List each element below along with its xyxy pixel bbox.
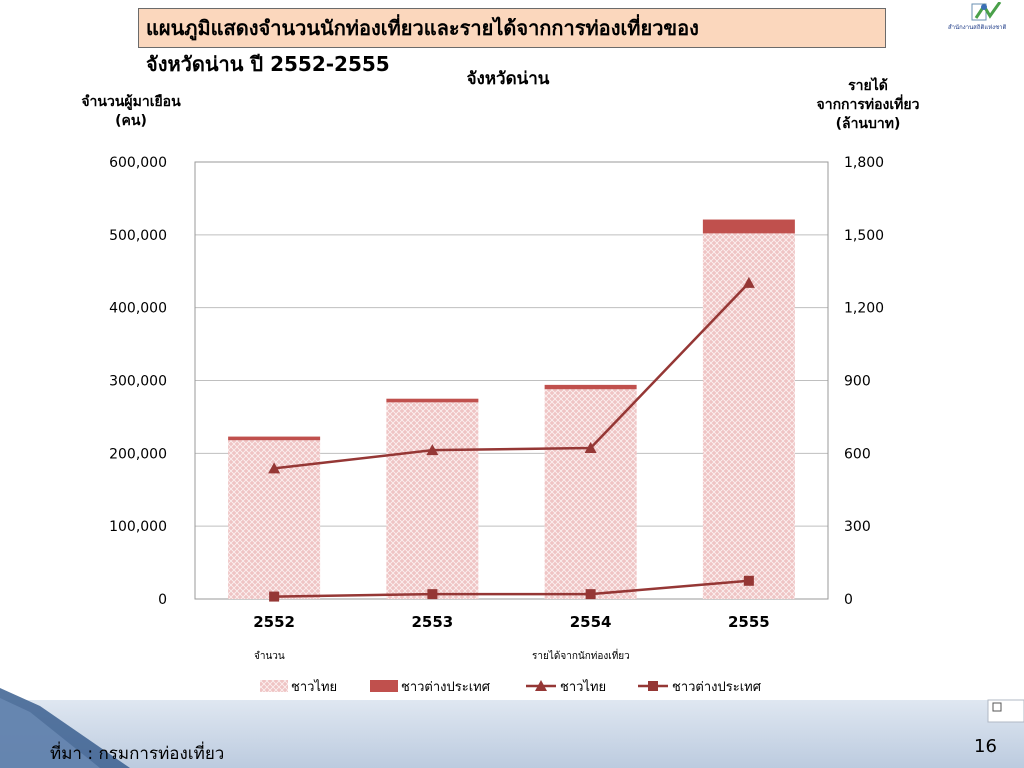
- bar-foreign-visitors: [702, 219, 795, 234]
- y-left-tick-label: 100,000: [109, 519, 167, 535]
- y-left-axis-label: (คน): [115, 113, 147, 129]
- legend-label: ชาวต่างประเทศ: [672, 680, 762, 695]
- y-left-tick-label: 400,000: [109, 301, 167, 317]
- legend-label: ชาวต่างประเทศ: [401, 680, 491, 695]
- point-foreign-revenue: [743, 575, 754, 586]
- legend-swatch-thai: [260, 680, 288, 692]
- bars: [228, 219, 795, 600]
- y-left-tick-label: 500,000: [109, 228, 167, 244]
- legend-label: ชาวไทย: [291, 679, 337, 695]
- bar-foreign-visitors: [544, 384, 637, 390]
- y-right-tick-label: 1,800: [844, 155, 884, 171]
- y-left-tick-label: 0: [158, 592, 167, 608]
- x-tick-label: 2554: [570, 613, 612, 631]
- point-foreign-revenue: [427, 589, 438, 600]
- y-right-tick-label: 300: [844, 519, 871, 535]
- page-number: 16: [974, 736, 997, 757]
- lines: [268, 276, 755, 602]
- bar-thai-visitors: [386, 402, 479, 599]
- bar-thai-visitors: [544, 389, 637, 599]
- plot-frame: [194, 161, 829, 600]
- axes: 0 0 100,000 300 200,000 600 300,000 900 400,000 1…: [81, 69, 919, 631]
- y-left-tick-label: 600,000: [109, 155, 167, 171]
- slide-title-line2: จังหวัดน่าน ปี 2552-2555: [146, 52, 390, 76]
- point-thai-revenue: [268, 462, 281, 474]
- combo-chart: 0 0 100,000 300 200,000 600 300,000 900 400,000 1…: [81, 69, 919, 695]
- point-thai-revenue: [584, 441, 597, 453]
- y-right-axis-label: จากการท่องเที่ยว: [817, 94, 920, 113]
- x-tick-label: 2552: [253, 613, 295, 631]
- title-box: [138, 8, 886, 48]
- legend-group-label: จำนวน: [254, 651, 285, 662]
- y-right-tick-label: 900: [844, 374, 871, 390]
- chart-title: จังหวัดน่าน: [467, 69, 550, 89]
- logo-text: สำนักงานสถิติแห่งชาติ: [948, 24, 1007, 31]
- legend-label: ชาวไทย: [560, 679, 606, 695]
- bar-thai-visitors: [702, 233, 795, 600]
- y-right-tick-label: 1,200: [844, 301, 884, 317]
- y-right-axis-label: รายได้: [848, 76, 888, 94]
- line-foreign-revenue: [274, 579, 749, 598]
- y-left-tick-label: 200,000: [109, 446, 167, 462]
- y-right-tick-label: 0: [844, 592, 853, 608]
- legend-swatch-foreign: [370, 680, 398, 692]
- source-note: ที่มา : กรมการท่องเที่ยว: [50, 744, 225, 764]
- y-left-tick-label: 300,000: [109, 374, 167, 390]
- point-thai-revenue: [742, 276, 755, 288]
- slide-title-line1: แผนภูมิแสดงจำนวนนักท่องเที่ยวและรายได้จา…: [146, 16, 699, 40]
- footer-band: [0, 688, 1024, 768]
- line-thai-revenue: [273, 282, 750, 470]
- x-tick-label: 2553: [412, 613, 454, 631]
- y-right-tick-label: 600: [844, 446, 871, 462]
- legend-marker-triangle: [535, 680, 547, 691]
- bar-foreign-visitors: [228, 436, 321, 441]
- legend-marker-square: [648, 681, 658, 691]
- bar-foreign-visitors: [386, 398, 479, 403]
- y-right-axis-label: (ล้านบาท): [836, 116, 901, 132]
- point-foreign-revenue: [585, 589, 596, 600]
- legend-group-label: รายได้จากนักท่องเที่ยว: [532, 648, 630, 662]
- y-left-axis-label: จำนวนผู้มาเยือน: [81, 94, 181, 110]
- y-right-tick-label: 1,500: [844, 228, 884, 244]
- point-thai-revenue: [426, 444, 439, 456]
- nso-logo-icon: [971, 2, 1002, 21]
- point-foreign-revenue: [269, 591, 280, 602]
- x-tick-label: 2555: [728, 613, 770, 631]
